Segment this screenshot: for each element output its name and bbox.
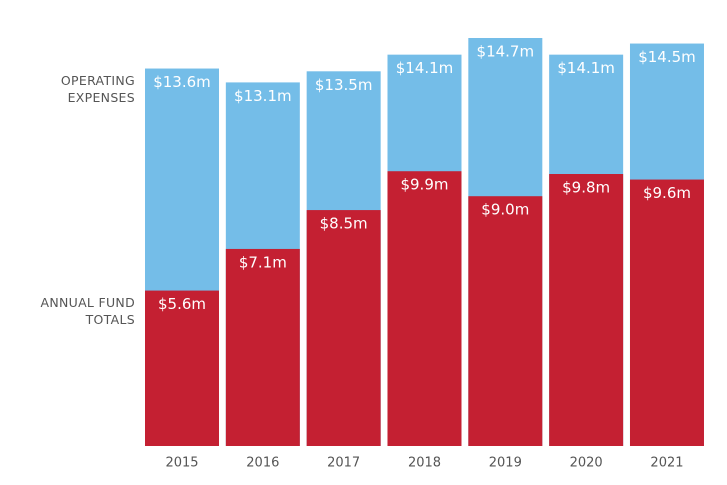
x-tick-label: 2018 [408,456,441,471]
value-label: $13.1m [234,87,292,105]
value-label: $14.1m [396,59,454,77]
value-label: $14.1m [557,59,615,77]
value-label: $14.5m [638,48,696,66]
value-label: $5.6m [158,295,206,313]
x-tick-label: 2015 [165,456,198,471]
legend-label: OPERATING EXPENSES [60,72,135,105]
value-label: $13.6m [153,73,211,91]
value-label: $14.7m [477,43,535,61]
value-label: $13.5m [315,76,373,94]
value-label: $9.8m [562,179,610,197]
x-tick-label: 2020 [570,456,603,471]
bar [549,174,624,446]
x-tick-label: 2016 [246,456,279,471]
x-tick-label: 2019 [489,456,522,471]
bar [468,196,543,446]
bar [225,248,300,446]
value-label: $7.1m [239,253,287,271]
bar [387,171,462,446]
x-tick-label: 2021 [650,456,683,471]
x-tick-label: 2017 [327,456,360,471]
bar [629,179,704,446]
value-label: $9.6m [643,184,691,202]
legend-label: ANNUAL FUND TOTALS [40,294,135,327]
value-label: $9.0m [481,201,529,219]
bar [306,210,381,446]
value-label: $9.9m [400,176,448,194]
value-label: $8.5m [320,215,368,233]
bar [145,290,219,446]
